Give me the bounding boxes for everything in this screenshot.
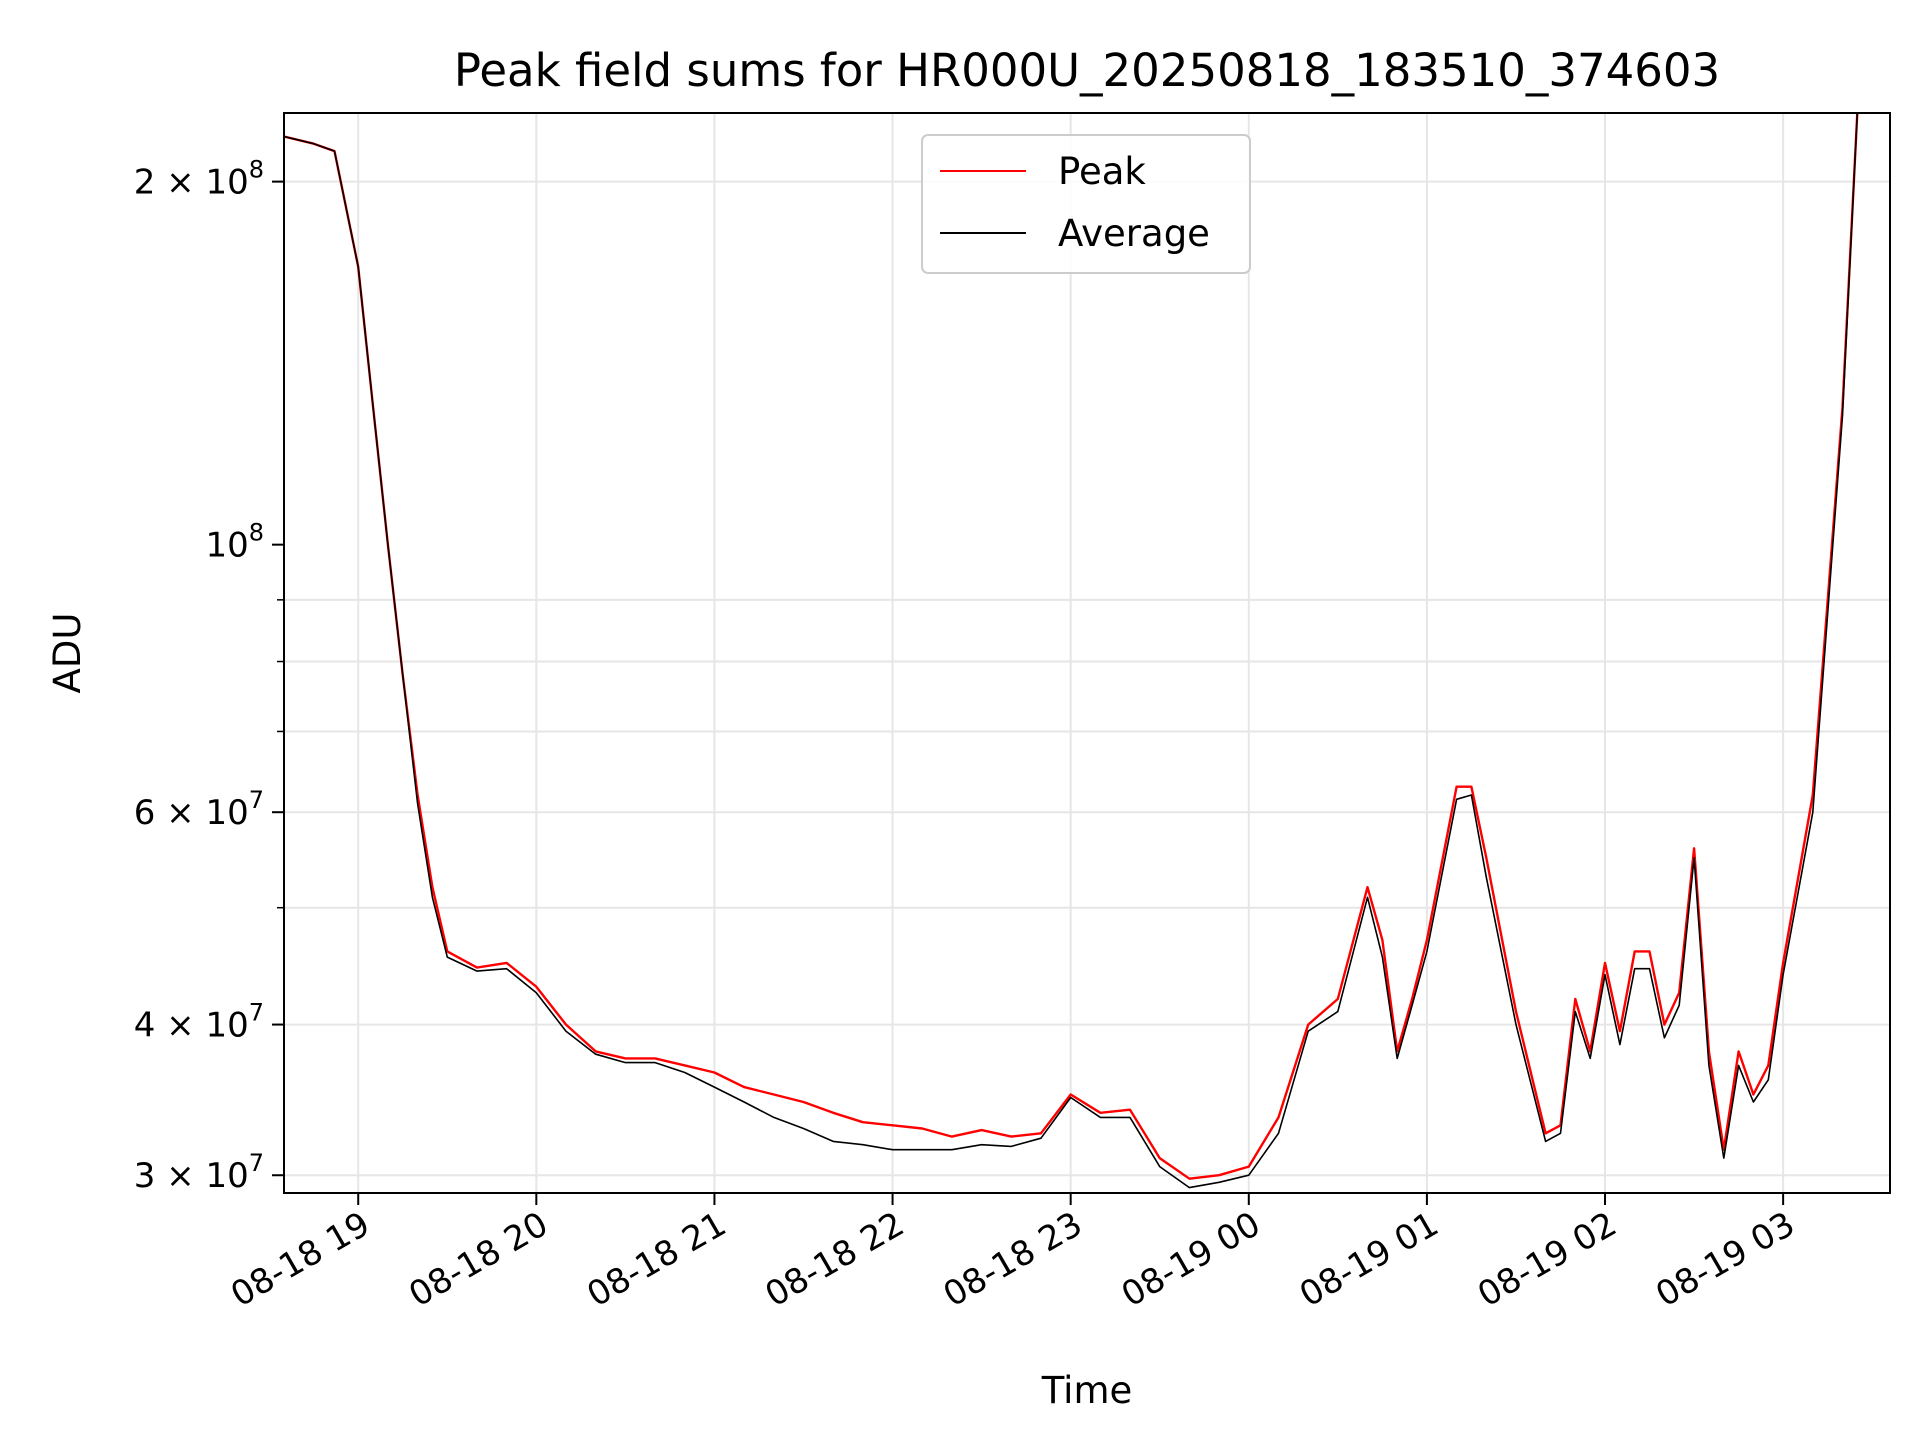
y-tick-label: 2 × 108 (134, 156, 264, 203)
grid (284, 113, 1890, 1193)
plot-frame (283, 112, 1891, 1194)
x-axis-label: Time (1041, 1369, 1133, 1412)
y-tick-label: 108 (205, 519, 264, 566)
y-axis-label: ADU (46, 613, 89, 694)
series-lines (284, 113, 1859, 1189)
y-axis: 3 × 107 4 × 107 6 × 107 108 2 × 108 (134, 156, 284, 1196)
y-tick-label: 3 × 107 (134, 1149, 264, 1196)
legend-label-peak: Peak (1058, 150, 1146, 193)
series-line-average (284, 113, 1859, 1189)
y-tick-label: 6 × 107 (134, 786, 264, 833)
y-tick-label: 4 × 107 (134, 999, 264, 1046)
legend-box (921, 134, 1251, 274)
chart-title: Peak field sums for HR000U_20250818_1835… (454, 44, 1720, 97)
series-line-peak (284, 113, 1859, 1180)
legend-label-average: Average (1058, 212, 1210, 255)
legend: Peak Average (921, 134, 1251, 274)
